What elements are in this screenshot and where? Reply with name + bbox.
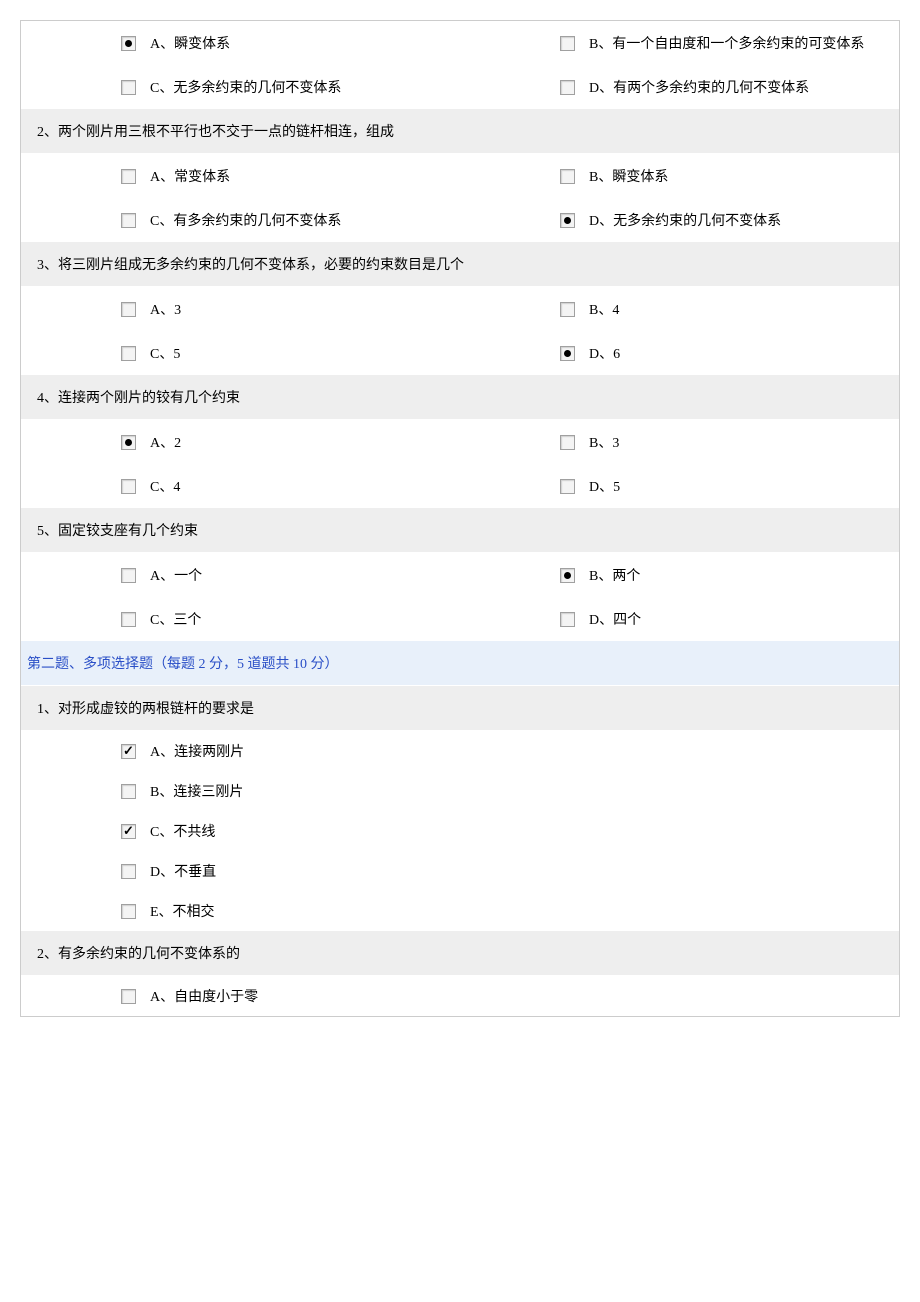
option-label: C、不共线	[150, 821, 215, 841]
q4-options: A、2 B、3 C、4 D、5	[21, 420, 899, 508]
radio-icon[interactable]	[121, 213, 136, 228]
option-label: D、四个	[589, 609, 641, 629]
mq2-options: A、自由度小于零	[21, 976, 899, 1016]
option-label: A、2	[150, 432, 181, 452]
option-label: B、有一个自由度和一个多余约束的可变体系	[589, 33, 864, 53]
q5-option-d[interactable]: D、四个	[460, 597, 899, 641]
radio-icon[interactable]	[121, 169, 136, 184]
q3-title: 3、将三刚片组成无多余约束的几何不变体系，必要的约束数目是几个	[21, 242, 899, 287]
radio-icon[interactable]	[121, 568, 136, 583]
radio-icon[interactable]	[560, 568, 575, 583]
q4-option-c[interactable]: C、4	[21, 464, 460, 508]
q1-option-c[interactable]: C、无多余约束的几何不变体系	[21, 65, 460, 109]
option-label: B、两个	[589, 565, 640, 585]
option-label: B、瞬变体系	[589, 166, 668, 186]
radio-icon[interactable]	[560, 213, 575, 228]
option-label: E、不相交	[150, 901, 215, 921]
mq1-option-b[interactable]: B、连接三刚片	[21, 771, 899, 811]
q2-option-a[interactable]: A、常变体系	[21, 154, 460, 198]
radio-icon[interactable]	[560, 302, 575, 317]
q5-option-b[interactable]: B、两个	[460, 553, 899, 597]
mq2-option-a[interactable]: A、自由度小于零	[21, 976, 899, 1016]
mq1-option-e[interactable]: E、不相交	[21, 891, 899, 931]
q1-option-b[interactable]: B、有一个自由度和一个多余约束的可变体系	[460, 21, 899, 65]
option-label: C、5	[150, 343, 180, 363]
option-label: C、4	[150, 476, 180, 496]
q4-option-d[interactable]: D、5	[460, 464, 899, 508]
mq1-option-a[interactable]: A、连接两刚片	[21, 731, 899, 771]
checkbox-icon[interactable]	[121, 864, 136, 879]
checkbox-icon[interactable]	[121, 904, 136, 919]
option-label: B、3	[589, 432, 619, 452]
q3-option-c[interactable]: C、5	[21, 331, 460, 375]
q3-option-a[interactable]: A、3	[21, 287, 460, 331]
radio-icon[interactable]	[121, 435, 136, 450]
option-label: D、有两个多余约束的几何不变体系	[589, 77, 809, 97]
mq1-option-d[interactable]: D、不垂直	[21, 851, 899, 891]
q2-title: 2、两个刚片用三根不平行也不交于一点的链杆相连，组成	[21, 109, 899, 154]
checkbox-icon[interactable]	[121, 824, 136, 839]
option-label: C、无多余约束的几何不变体系	[150, 77, 341, 97]
q4-option-b[interactable]: B、3	[460, 420, 899, 464]
option-label: B、4	[589, 299, 619, 319]
radio-icon[interactable]	[121, 36, 136, 51]
q3-options: A、3 B、4 C、5 D、6	[21, 287, 899, 375]
q2-option-c[interactable]: C、有多余约束的几何不变体系	[21, 198, 460, 242]
q1-option-d[interactable]: D、有两个多余约束的几何不变体系	[460, 65, 899, 109]
mq2-title: 2、有多余约束的几何不变体系的	[21, 931, 899, 976]
radio-icon[interactable]	[560, 36, 575, 51]
q1-options: A、瞬变体系 B、有一个自由度和一个多余约束的可变体系 C、无多余约束的几何不变…	[21, 21, 899, 109]
option-label: C、三个	[150, 609, 201, 629]
option-label: A、自由度小于零	[150, 986, 258, 1006]
q2-options: A、常变体系 B、瞬变体系 C、有多余约束的几何不变体系 D、无多余约束的几何不…	[21, 154, 899, 242]
radio-icon[interactable]	[121, 612, 136, 627]
q2-option-b[interactable]: B、瞬变体系	[460, 154, 899, 198]
checkbox-icon[interactable]	[121, 784, 136, 799]
option-label: D、5	[589, 476, 620, 496]
section2-title: 第二题、多项选择题（每题 2 分，5 道题共 10 分）	[21, 641, 899, 686]
radio-icon[interactable]	[121, 479, 136, 494]
radio-icon[interactable]	[560, 80, 575, 95]
q3-option-d[interactable]: D、6	[460, 331, 899, 375]
option-label: B、连接三刚片	[150, 781, 243, 801]
radio-icon[interactable]	[560, 435, 575, 450]
option-label: A、3	[150, 299, 181, 319]
q5-title: 5、固定铰支座有几个约束	[21, 508, 899, 553]
q3-option-b[interactable]: B、4	[460, 287, 899, 331]
checkbox-icon[interactable]	[121, 744, 136, 759]
radio-icon[interactable]	[560, 479, 575, 494]
q5-option-a[interactable]: A、一个	[21, 553, 460, 597]
quiz-container: A、瞬变体系 B、有一个自由度和一个多余约束的可变体系 C、无多余约束的几何不变…	[20, 20, 900, 1017]
q2-option-d[interactable]: D、无多余约束的几何不变体系	[460, 198, 899, 242]
option-label: A、瞬变体系	[150, 33, 230, 53]
radio-icon[interactable]	[560, 169, 575, 184]
radio-icon[interactable]	[121, 80, 136, 95]
option-label: D、无多余约束的几何不变体系	[589, 210, 781, 230]
option-label: C、有多余约束的几何不变体系	[150, 210, 341, 230]
q5-options: A、一个 B、两个 C、三个 D、四个	[21, 553, 899, 641]
q4-option-a[interactable]: A、2	[21, 420, 460, 464]
radio-icon[interactable]	[560, 612, 575, 627]
option-label: A、一个	[150, 565, 202, 585]
option-label: A、连接两刚片	[150, 741, 244, 761]
q1-option-a[interactable]: A、瞬变体系	[21, 21, 460, 65]
mq1-options: A、连接两刚片 B、连接三刚片 C、不共线 D、不垂直 E、不相交	[21, 731, 899, 931]
checkbox-icon[interactable]	[121, 989, 136, 1004]
option-label: A、常变体系	[150, 166, 230, 186]
radio-icon[interactable]	[121, 346, 136, 361]
mq1-title: 1、对形成虚铰的两根链杆的要求是	[21, 686, 899, 731]
q4-title: 4、连接两个刚片的铰有几个约束	[21, 375, 899, 420]
radio-icon[interactable]	[121, 302, 136, 317]
option-label: D、6	[589, 343, 620, 363]
q5-option-c[interactable]: C、三个	[21, 597, 460, 641]
option-label: D、不垂直	[150, 861, 216, 881]
radio-icon[interactable]	[560, 346, 575, 361]
mq1-option-c[interactable]: C、不共线	[21, 811, 899, 851]
